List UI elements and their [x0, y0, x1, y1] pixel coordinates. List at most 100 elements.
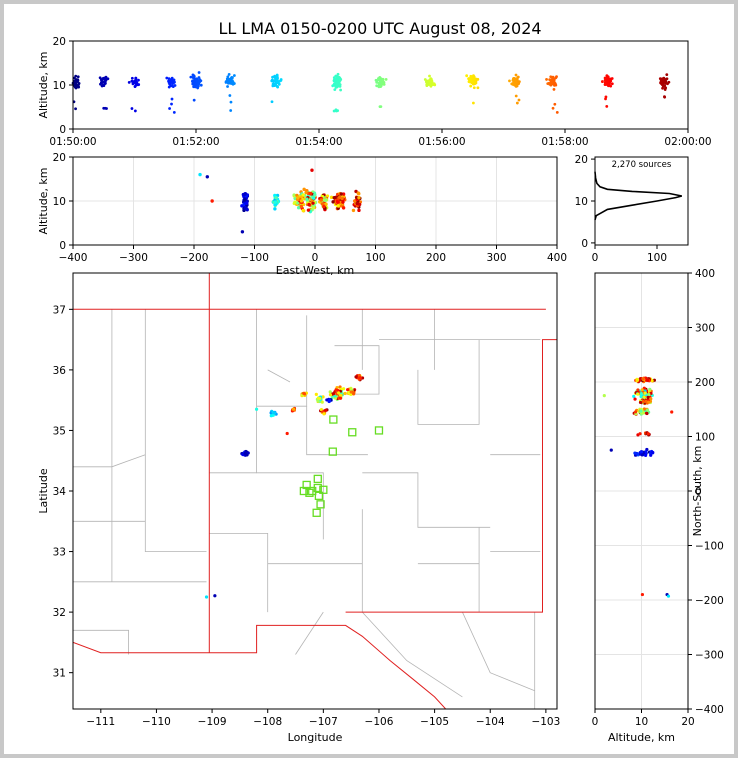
source-point — [228, 94, 232, 97]
source-point — [192, 79, 196, 83]
source-point — [334, 85, 338, 89]
source-point — [170, 102, 173, 106]
source-point — [336, 82, 339, 86]
source-point — [639, 450, 644, 454]
source-point — [299, 199, 304, 203]
y-tick-label: 37 — [53, 304, 66, 316]
y-tick-label: 400 — [695, 268, 715, 280]
source-point — [205, 175, 210, 179]
x-tick-label: 01:52:00 — [172, 136, 219, 148]
county-boundary — [256, 472, 324, 540]
source-point — [336, 75, 340, 79]
source-point — [636, 388, 640, 392]
source-point — [306, 208, 311, 212]
source-point — [323, 198, 328, 203]
source-point — [640, 453, 644, 457]
y-tick-label: 20 — [53, 152, 66, 164]
source-point — [636, 392, 640, 396]
source-point — [327, 398, 332, 402]
y-tick-label: 35 — [53, 425, 66, 437]
source-point — [430, 77, 433, 81]
x-tick-label: 01:54:00 — [295, 136, 342, 148]
y-tick-label: 33 — [53, 547, 66, 559]
y-axis-label: Altitude, km — [37, 167, 50, 234]
county-boundary — [295, 611, 324, 655]
source-point — [229, 100, 233, 104]
source-point — [100, 81, 104, 85]
source-point — [270, 100, 274, 104]
source-point — [516, 75, 520, 79]
source-point — [649, 453, 653, 457]
source-point — [649, 397, 653, 401]
source-point — [331, 84, 335, 88]
source-point — [170, 84, 174, 88]
source-count-annotation: 2,270 sources — [612, 160, 672, 170]
y-tick-label: 100 — [695, 432, 715, 444]
source-point — [661, 86, 664, 90]
state-boundary — [73, 624, 447, 709]
source-point — [309, 191, 313, 196]
source-point — [240, 230, 245, 234]
source-point — [335, 199, 340, 204]
map-layer — [73, 273, 557, 709]
source-point — [664, 86, 667, 90]
source-point — [168, 107, 171, 110]
y-tick-label: 36 — [53, 365, 67, 377]
source-point — [600, 80, 604, 83]
source-point — [304, 190, 308, 195]
x-axis-label: East-West, km — [276, 264, 354, 277]
x-tick-label: 100 — [647, 252, 667, 264]
source-point — [133, 109, 137, 113]
source-point — [173, 84, 177, 87]
x-tick-label: −100 — [240, 252, 269, 264]
source-point — [134, 77, 138, 81]
source-point — [232, 82, 236, 85]
source-point — [470, 81, 474, 85]
source-point — [638, 432, 642, 436]
x-tick-label: −108 — [253, 716, 282, 728]
source-point — [275, 79, 279, 82]
source-point — [641, 377, 645, 381]
source-point — [340, 196, 344, 201]
source-point — [197, 76, 201, 79]
source-point — [469, 78, 472, 82]
source-point — [311, 201, 315, 205]
source-point — [195, 78, 199, 82]
source-point — [343, 391, 347, 396]
source-point — [339, 192, 343, 196]
source-point — [334, 108, 338, 112]
source-point — [465, 74, 469, 78]
source-point — [633, 451, 637, 455]
source-point — [638, 400, 643, 405]
x-tick-label: 0 — [592, 252, 599, 264]
source-point — [551, 75, 555, 79]
source-point — [76, 75, 80, 79]
source-point — [339, 88, 343, 92]
y-tick-label: 10 — [53, 80, 66, 92]
source-point — [246, 451, 250, 455]
source-point — [275, 73, 279, 77]
source-point — [196, 84, 200, 88]
source-point — [227, 81, 231, 85]
source-point — [336, 72, 340, 76]
lma-figure: LL LMA 0150-0200 UTC August 08, 2024 01:… — [37, 19, 724, 744]
source-point — [310, 168, 314, 172]
source-point — [639, 409, 643, 413]
x-tick-label: −103 — [531, 716, 560, 728]
source-point — [271, 75, 274, 79]
county-boundary — [256, 315, 308, 407]
source-point — [645, 447, 649, 452]
lma-station-marker — [329, 415, 338, 424]
source-point — [471, 77, 475, 81]
x-tick-label: −300 — [119, 252, 148, 264]
source-point — [322, 412, 326, 416]
source-point — [610, 82, 614, 86]
y-tick-label: −200 — [695, 595, 724, 607]
source-point — [513, 83, 516, 87]
source-point — [103, 78, 107, 82]
source-point — [551, 106, 555, 110]
source-point — [328, 390, 332, 394]
source-point — [514, 94, 518, 98]
source-point — [312, 196, 316, 200]
source-point — [243, 198, 247, 202]
